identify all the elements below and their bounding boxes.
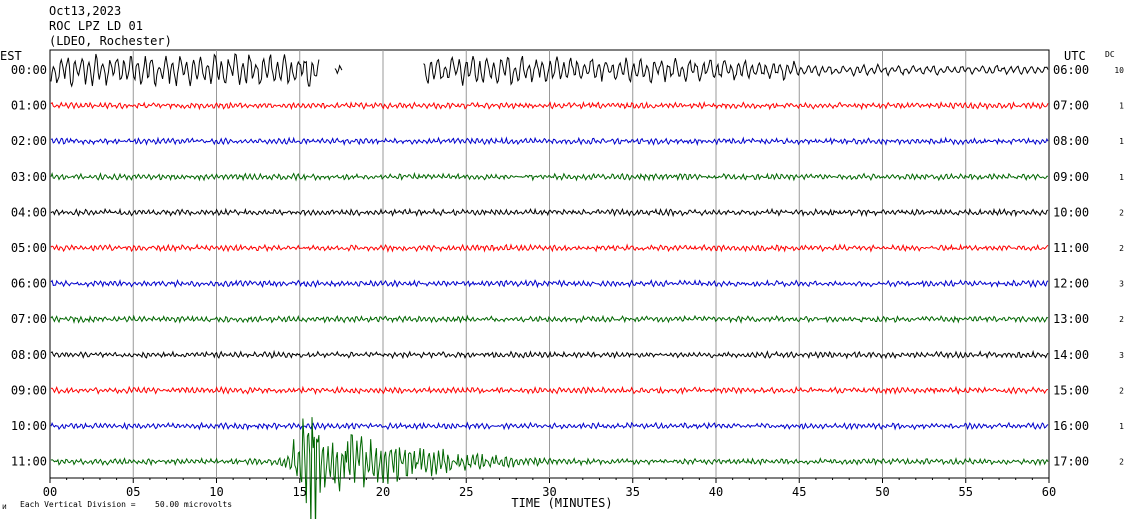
x-tick-label: 10 xyxy=(209,485,223,499)
dc-value: 2 xyxy=(1119,244,1124,253)
est-hour-label: 10:00 xyxy=(11,419,47,433)
dc-value: 2 xyxy=(1119,208,1124,217)
x-tick-label: 15 xyxy=(293,485,307,499)
corner-mark: ᴎ xyxy=(2,502,7,511)
trace-line xyxy=(50,421,1049,431)
x-tick-label: 55 xyxy=(959,485,973,499)
dc-value: 2 xyxy=(1119,386,1124,395)
est-hour-label: 11:00 xyxy=(11,455,47,469)
trace-line xyxy=(50,314,1049,324)
dc-value: 2 xyxy=(1119,315,1124,324)
utc-hour-label: 07:00 xyxy=(1053,99,1089,113)
trace-line xyxy=(50,385,1049,396)
dc-value: 1 xyxy=(1119,137,1124,146)
est-hour-label: 05:00 xyxy=(11,241,47,255)
utc-hour-label: 09:00 xyxy=(1053,170,1089,184)
dc-value: 2 xyxy=(1119,458,1124,467)
dc-value: 3 xyxy=(1119,351,1124,360)
utc-hour-label: 15:00 xyxy=(1053,383,1089,397)
utc-hour-label: 10:00 xyxy=(1053,205,1089,219)
trace-line xyxy=(50,100,1049,111)
est-hour-label: 01:00 xyxy=(11,99,47,113)
dc-label: DC xyxy=(1105,50,1115,59)
scale-value: 50.00 microvolts xyxy=(155,500,233,509)
trace-line xyxy=(423,55,1049,86)
x-tick-label: 50 xyxy=(875,485,889,499)
x-tick-label: 45 xyxy=(792,485,806,499)
trace-line xyxy=(334,64,343,75)
x-tick-label: 30 xyxy=(542,485,556,499)
dc-value: 1 xyxy=(1119,102,1124,111)
dc-value: 10 xyxy=(1114,66,1124,75)
x-tick-label: 40 xyxy=(709,485,723,499)
est-hour-label: 09:00 xyxy=(11,383,47,397)
dc-value: 3 xyxy=(1119,280,1124,289)
utc-hour-label: 13:00 xyxy=(1053,312,1089,326)
x-tick-label: 25 xyxy=(459,485,473,499)
record-date: Oct13,2023 xyxy=(49,4,122,18)
est-hour-label: 02:00 xyxy=(11,134,47,148)
utc-hour-label: 16:00 xyxy=(1053,419,1089,433)
est-label: EST xyxy=(0,49,22,63)
dc-value: 1 xyxy=(1119,422,1124,431)
utc-hour-label: 17:00 xyxy=(1053,455,1089,469)
network-name: (LDEO, Rochester) xyxy=(49,34,172,48)
x-axis-label: TIME (MINUTES) xyxy=(511,496,612,510)
x-tick-label: 05 xyxy=(126,485,140,499)
trace-line xyxy=(50,53,320,88)
trace-line xyxy=(50,243,1049,253)
trace-line xyxy=(50,136,1049,147)
trace-line xyxy=(50,417,1049,519)
utc-hour-label: 08:00 xyxy=(1053,134,1089,148)
station-name: ROC LPZ LD 01 xyxy=(49,19,143,33)
est-hour-label: 08:00 xyxy=(11,348,47,362)
x-tick-label: 35 xyxy=(626,485,640,499)
utc-hour-label: 06:00 xyxy=(1053,63,1089,77)
utc-hour-label: 12:00 xyxy=(1053,277,1089,291)
est-hour-label: 06:00 xyxy=(11,277,47,291)
est-hour-label: 00:00 xyxy=(11,63,47,77)
trace-line xyxy=(50,171,1048,182)
scale-note: Each Vertical Division = xyxy=(20,500,136,509)
est-hour-label: 03:00 xyxy=(11,170,47,184)
dc-value: 1 xyxy=(1119,173,1124,182)
x-tick-label: 60 xyxy=(1042,485,1056,499)
trace-line xyxy=(50,349,1049,360)
x-tick-label: 20 xyxy=(376,485,390,499)
utc-hour-label: 14:00 xyxy=(1053,348,1089,362)
est-hour-label: 04:00 xyxy=(11,205,47,219)
x-tick-label: 00 xyxy=(43,485,57,499)
utc-hour-label: 11:00 xyxy=(1053,241,1089,255)
trace-line xyxy=(50,207,1049,218)
utc-label: UTC xyxy=(1064,49,1086,63)
est-hour-label: 07:00 xyxy=(11,312,47,326)
trace-line xyxy=(50,278,1049,289)
